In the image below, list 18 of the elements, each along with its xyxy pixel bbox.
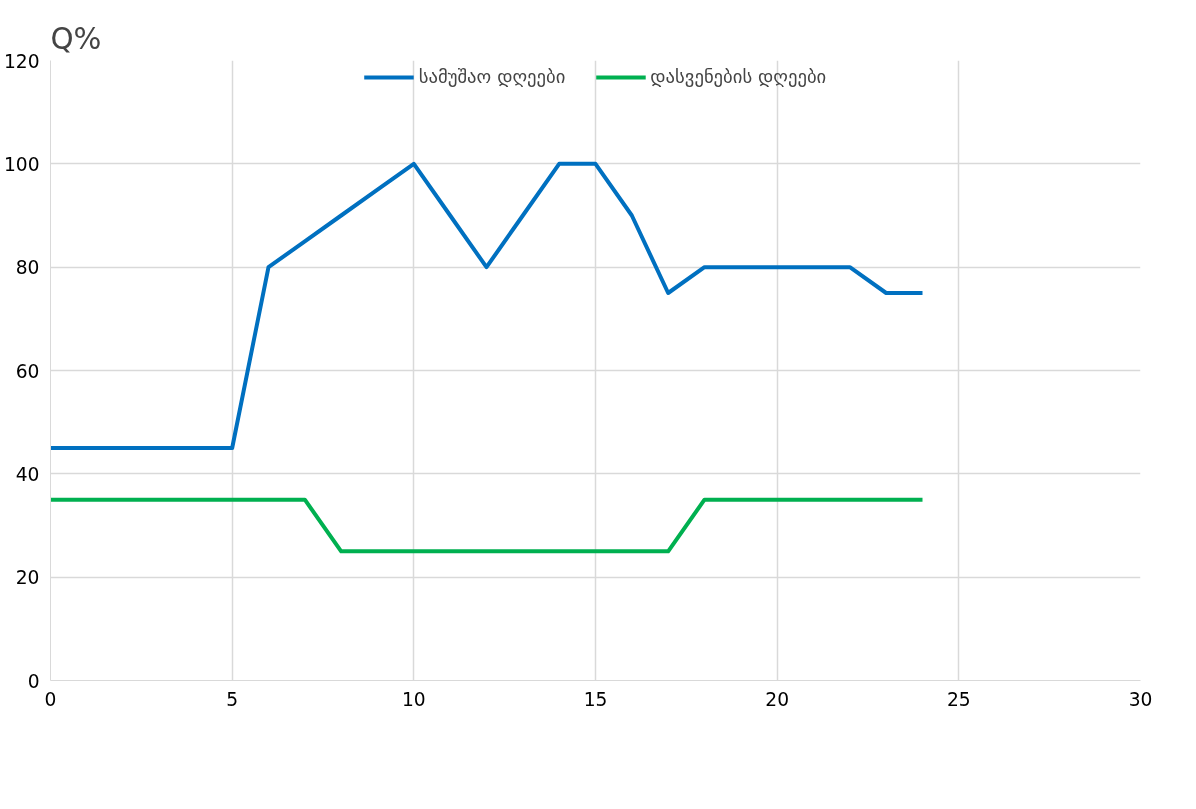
text: Q% (50, 21, 102, 56)
x-tick-label: 25 (946, 688, 971, 710)
y-tick-label: 40 (15, 463, 40, 485)
y-tick-label: 20 (15, 567, 40, 589)
x-tick-label: 5 (226, 688, 239, 710)
legend-label: სამუშაო დღეები (418, 66, 566, 87)
line-series (50, 161, 925, 450)
y-tick-label: 120 (3, 50, 40, 72)
x-tick-label: 10 (401, 688, 426, 710)
legend-label: დასვენების დღეები (650, 66, 827, 87)
x-tick-label: 15 (583, 688, 608, 710)
x-tick-label: 20 (765, 688, 790, 710)
y-tick-label: 100 (3, 153, 40, 175)
y-tick-label: 80 (15, 257, 40, 279)
x-tick-label: 30 (1128, 688, 1153, 710)
y-tick-label: 0 (27, 670, 40, 692)
x-tick-label: 0 (44, 688, 57, 710)
y-tick-label: 60 (15, 360, 40, 382)
